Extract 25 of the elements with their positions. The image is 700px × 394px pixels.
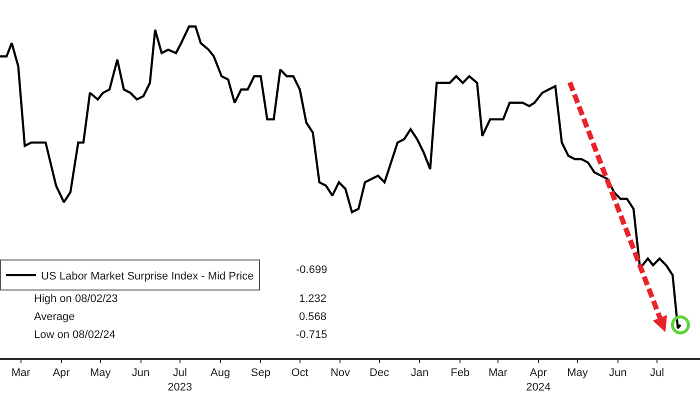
x-tick-label: Jun: [132, 367, 150, 380]
x-tick-label: Mar: [488, 367, 508, 380]
x-tick-label: Nov: [330, 367, 350, 380]
x-tick-label: Jun: [609, 367, 627, 380]
x-tick-label: Apr: [52, 367, 70, 380]
annotation: High on 08/02/23: [34, 293, 118, 305]
x-tick-label: Apr 2024: [526, 367, 551, 394]
x-tick-label: Jul: [650, 367, 664, 380]
legend-label: US Labor Market Surprise Index - Mid Price: [41, 270, 254, 282]
annotation: -0.715: [296, 329, 328, 341]
x-tick-label: May: [567, 367, 588, 380]
annotation: -0.699: [296, 264, 328, 276]
x-tick-label: Jul 2023: [168, 367, 192, 394]
annotation: 1.232: [299, 293, 327, 305]
x-tick-label: Feb: [450, 367, 470, 380]
x-tick-label: Oct: [291, 367, 308, 380]
x-tick-label: Dec: [370, 367, 390, 380]
annotation: 0.568: [299, 311, 327, 323]
x-tick-label: May: [90, 367, 112, 380]
x-tick-label: Sep: [250, 367, 270, 380]
x-tick-label: Aug: [210, 367, 230, 380]
x-tick-label: Mar: [11, 367, 31, 380]
x-tick-label: Jan: [410, 367, 429, 380]
annotation: Average: [34, 311, 75, 323]
annotation: Low on 08/02/24: [34, 329, 116, 341]
